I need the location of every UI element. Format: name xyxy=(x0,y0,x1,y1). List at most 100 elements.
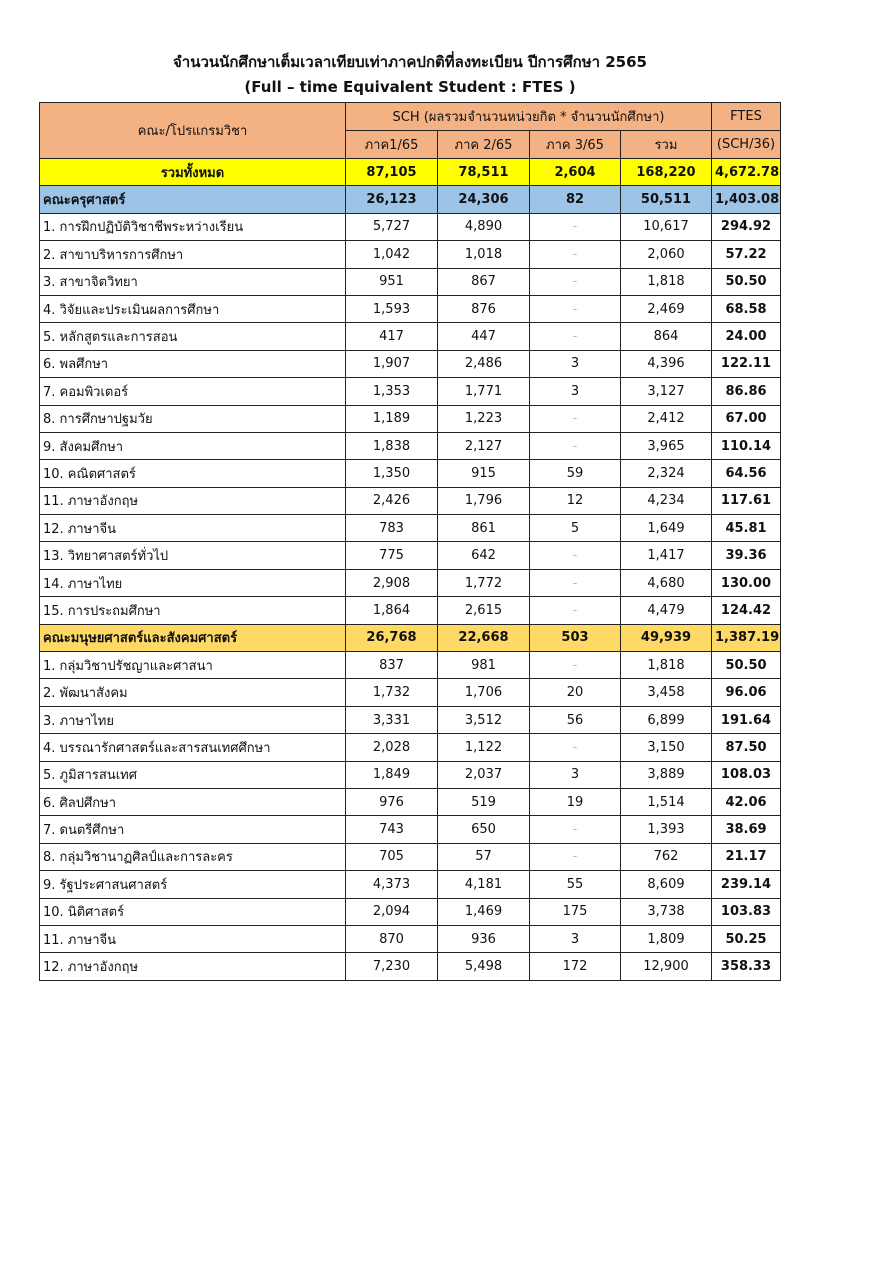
table-row: 8. กลุ่มวิชานาฏศิลป์และการละคร 705 57-762 2… xyxy=(39,842,781,872)
term1-cell: 1,042 xyxy=(345,240,438,269)
col-header-term1: ภาค1/65 xyxy=(345,130,438,159)
ftes-cell: 86.86 xyxy=(711,377,781,406)
term3-cell: - xyxy=(529,294,621,324)
table-row: 4. บรรณารักศาสตร์และสารสนเทศศึกษา 2,028 1,… xyxy=(39,733,781,762)
table-row: 6. ศิลปศึกษา 976 519 19 1,514 42.06 xyxy=(39,787,781,817)
term1-cell: 3,331 xyxy=(345,705,438,735)
ftes-cell: 130.00 xyxy=(711,568,781,598)
sum-cell: 2,060 xyxy=(620,240,712,269)
ftes-cell: 50.25 xyxy=(711,924,781,954)
term3-cell: 2,604 xyxy=(529,157,621,187)
term3-cell: - xyxy=(529,322,621,351)
term3-cell: - xyxy=(529,596,621,625)
term3-cell: 55 xyxy=(529,870,621,899)
term3-cell: 5 xyxy=(529,514,621,543)
row-label: 5. ภูมิสารสนเทศ xyxy=(39,760,346,789)
ftes-cell: 117.61 xyxy=(711,486,781,516)
sum-cell: 4,396 xyxy=(620,349,712,379)
ftes-cell: 39.36 xyxy=(711,541,781,570)
sum-cell: 12,900 xyxy=(620,952,712,981)
header-row-1: คณะ/โปรแกรมวิชา SCH (ผลรวมจำนวนหน่วยกิต … xyxy=(39,102,781,159)
term2-cell: 22,668 xyxy=(437,623,530,653)
col-header-term3: ภาค 3/65 xyxy=(529,130,621,159)
term2-cell: 1,771 xyxy=(437,377,530,406)
term2-cell: 936 xyxy=(437,924,530,954)
row-label: 13. วิทยาศาสตร์ทั่วไป xyxy=(39,541,346,570)
term3-cell: - xyxy=(529,240,621,269)
term3-cell: - xyxy=(529,431,621,461)
row-label: รวมทั้งหมด xyxy=(39,157,346,187)
row-label: 11. ภาษาอังกฤษ xyxy=(39,486,346,516)
term2-cell: 57 xyxy=(437,842,530,872)
sum-cell: 1,818 xyxy=(620,651,712,680)
row-label: 14. ภาษาไทย xyxy=(39,568,346,598)
term3-cell: - xyxy=(529,541,621,570)
sum-cell: 3,127 xyxy=(620,377,712,406)
row-label: 3. ภาษาไทย xyxy=(39,705,346,735)
term3-cell: 20 xyxy=(529,678,621,707)
ftes-cell: 87.50 xyxy=(711,733,781,762)
term2-cell: 2,127 xyxy=(437,431,530,461)
ftes-cell: 4,672.78 xyxy=(711,157,781,187)
term1-cell: 2,426 xyxy=(345,486,438,516)
term3-cell: 3 xyxy=(529,924,621,954)
row-label: 15. การประถมศึกษา xyxy=(39,596,346,625)
table-row: 1. การฝึกปฏิบัติวิชาชีพระหว่างเรียน 5,727… xyxy=(39,212,781,242)
row-label: 10. คณิตศาสตร์ xyxy=(39,459,346,488)
term3-cell: 12 xyxy=(529,486,621,516)
ftes-cell: 50.50 xyxy=(711,267,781,296)
term3-cell: 3 xyxy=(529,377,621,406)
row-label: 6. ศิลปศึกษา xyxy=(39,787,346,817)
ftes-cell: 50.50 xyxy=(711,651,781,680)
row-label: 4. บรรณารักศาสตร์และสารสนเทศศึกษา xyxy=(39,733,346,762)
total-row: รวมทั้งหมด 87,105 78,511 2,604 168,220 4,672.… xyxy=(39,157,781,187)
row-label: 8. กลุ่มวิชานาฏศิลป์และการละคร xyxy=(39,842,346,872)
term3-cell: 503 xyxy=(529,623,621,653)
sum-cell: 6,899 xyxy=(620,705,712,735)
term1-cell: 1,350 xyxy=(345,459,438,488)
row-label: 11. ภาษาจีน xyxy=(39,924,346,954)
sum-cell: 3,889 xyxy=(620,760,712,789)
table-row: 9. สังคมศึกษา 1,838 2,127-3,965 110.14 xyxy=(39,431,781,461)
term1-cell: 870 xyxy=(345,924,438,954)
table-row: 3. ภาษาไทย 3,331 3,512 56 6,899 191.64 xyxy=(39,705,781,735)
ftes-cell: 45.81 xyxy=(711,514,781,543)
sum-cell: 1,649 xyxy=(620,514,712,543)
sum-cell: 2,412 xyxy=(620,404,712,433)
ftes-table: คณะ/โปรแกรมวิชา SCH (ผลรวมจำนวนหน่วยกิต … xyxy=(39,102,781,981)
term1-cell: 26,123 xyxy=(345,185,438,214)
ftes-cell: 67.00 xyxy=(711,404,781,433)
term1-cell: 2,094 xyxy=(345,897,438,926)
sum-cell: 168,220 xyxy=(620,157,712,187)
table-row: 5. หลักสูตรและการสอน 417 447-864 24.00 xyxy=(39,322,781,351)
table-row: 11. ภาษาอังกฤษ 2,426 1,796 12 4,234 117.61 xyxy=(39,486,781,516)
table-row: 14. ภาษาไทย 2,908 1,772-4,680 130.00 xyxy=(39,568,781,598)
term1-cell: 775 xyxy=(345,541,438,570)
page-title: จำนวนนักศึกษาเต็มเวลาเทียบเท่าภาคปกติที่… xyxy=(173,53,647,71)
term2-cell: 981 xyxy=(437,651,530,680)
term1-cell: 1,907 xyxy=(345,349,438,379)
table-row: 7. คอมพิวเตอร์ 1,353 1,771 3 3,127 86.86 xyxy=(39,377,781,406)
term2-cell: 1,223 xyxy=(437,404,530,433)
table-row: 6. พลศึกษา 1,907 2,486 3 4,396 122.11 xyxy=(39,349,781,379)
term1-cell: 837 xyxy=(345,651,438,680)
table-row: 7. ดนตรีศึกษา 743 650-1,393 38.69 xyxy=(39,815,781,844)
term2-cell: 1,018 xyxy=(437,240,530,269)
ftes-cell: 124.42 xyxy=(711,596,781,625)
term2-cell: 1,772 xyxy=(437,568,530,598)
table-row: 2. สาขาบริหารการศึกษา 1,042 1,018-2,060 57.… xyxy=(39,240,781,269)
sum-cell: 3,458 xyxy=(620,678,712,707)
sum-cell: 2,324 xyxy=(620,459,712,488)
sum-cell: 762 xyxy=(620,842,712,872)
term1-cell: 705 xyxy=(345,842,438,872)
term1-cell: 87,105 xyxy=(345,157,438,187)
term2-cell: 2,486 xyxy=(437,349,530,379)
term2-cell: 2,615 xyxy=(437,596,530,625)
row-label: 1. การฝึกปฏิบัติวิชาชีพระหว่างเรียน xyxy=(39,212,346,242)
term1-cell: 2,908 xyxy=(345,568,438,598)
table-row: 15. การประถมศึกษา 1,864 2,615-4,479 124.42 xyxy=(39,596,781,625)
table-row: 2. พัฒนาสังคม 1,732 1,706 20 3,458 96.06 xyxy=(39,678,781,707)
term2-cell: 1,796 xyxy=(437,486,530,516)
ftes-cell: 1,387.19 xyxy=(711,623,781,653)
sum-cell: 2,469 xyxy=(620,294,712,324)
